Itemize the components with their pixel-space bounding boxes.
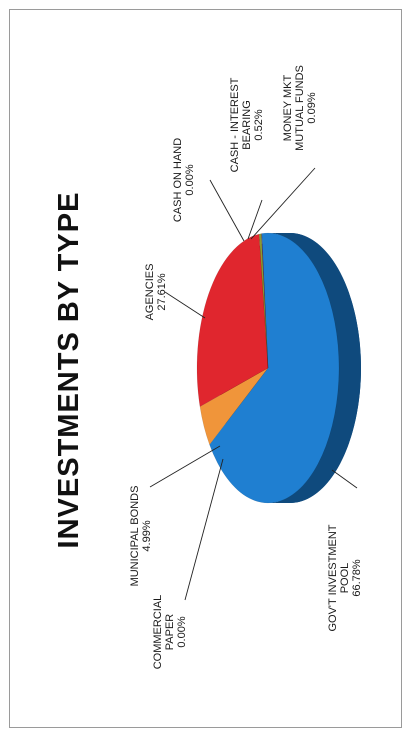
slice-label-line: 0.00%: [184, 164, 196, 195]
pie-slice-agencies: [196, 233, 269, 407]
slice-label-line: MUTUAL FUNDS: [294, 65, 306, 151]
pie-slice-govt: [209, 232, 340, 504]
slice-label-line: 4.99%: [141, 520, 153, 551]
leader-line-mmkt: [250, 167, 316, 240]
slice-label-line: PAPER: [164, 614, 176, 651]
slice-label-agencies: AGENCIES 27.61%: [144, 264, 168, 321]
slice-label-line: GOV'T INVESTMENT: [327, 524, 339, 631]
slice-label-commercial: COMMERCIAL PAPER 0.00%: [152, 595, 188, 670]
leader-line-cashint: [247, 199, 263, 240]
slice-label-line: MUNICIPAL BONDS: [129, 486, 141, 587]
leader-line-cash: [209, 179, 245, 242]
chart-title: INVESTMENTS BY TYPE: [53, 192, 85, 549]
slice-label-line: CASH - INTEREST: [229, 77, 241, 172]
slice-label-mmkt: MONEY MKT MUTUAL FUNDS 0.09%: [282, 65, 318, 151]
slice-label-line: CASH ON HAND: [172, 138, 184, 222]
leader-line-govt: [331, 469, 358, 489]
slice-label-govt: GOV'T INVESTMENT POOL 66.78%: [327, 524, 363, 631]
slice-label-line: COMMERCIAL: [152, 595, 164, 670]
slice-label-line: 66.78%: [351, 559, 363, 597]
pie-slice-cashint: [258, 233, 269, 369]
slice-label-line: MONEY MKT: [282, 75, 294, 142]
slice-label-line: 27.61%: [156, 273, 168, 311]
pie-rim: [268, 233, 361, 503]
pie-slice-municipal: [199, 367, 269, 446]
pie-slice-mmkt: [261, 233, 269, 369]
slice-label-line: POOL: [339, 563, 351, 594]
slice-label-line: 0.09%: [306, 92, 318, 123]
slice-label-cashint: CASH - INTEREST BEARING 0.52%: [229, 77, 265, 172]
slice-label-line: 0.00%: [176, 616, 188, 647]
leader-line-agencies: [164, 291, 206, 319]
leader-line-municipal: [149, 445, 221, 488]
leader-line-commercial: [184, 458, 224, 601]
slice-label-line: BEARING: [241, 100, 253, 150]
slice-label-municipal: MUNICIPAL BONDS 4.99%: [129, 486, 153, 587]
slice-label-line: AGENCIES: [144, 264, 156, 321]
slice-label-cash: CASH ON HAND 0.00%: [172, 138, 196, 222]
slice-label-line: 0.52%: [253, 109, 265, 140]
